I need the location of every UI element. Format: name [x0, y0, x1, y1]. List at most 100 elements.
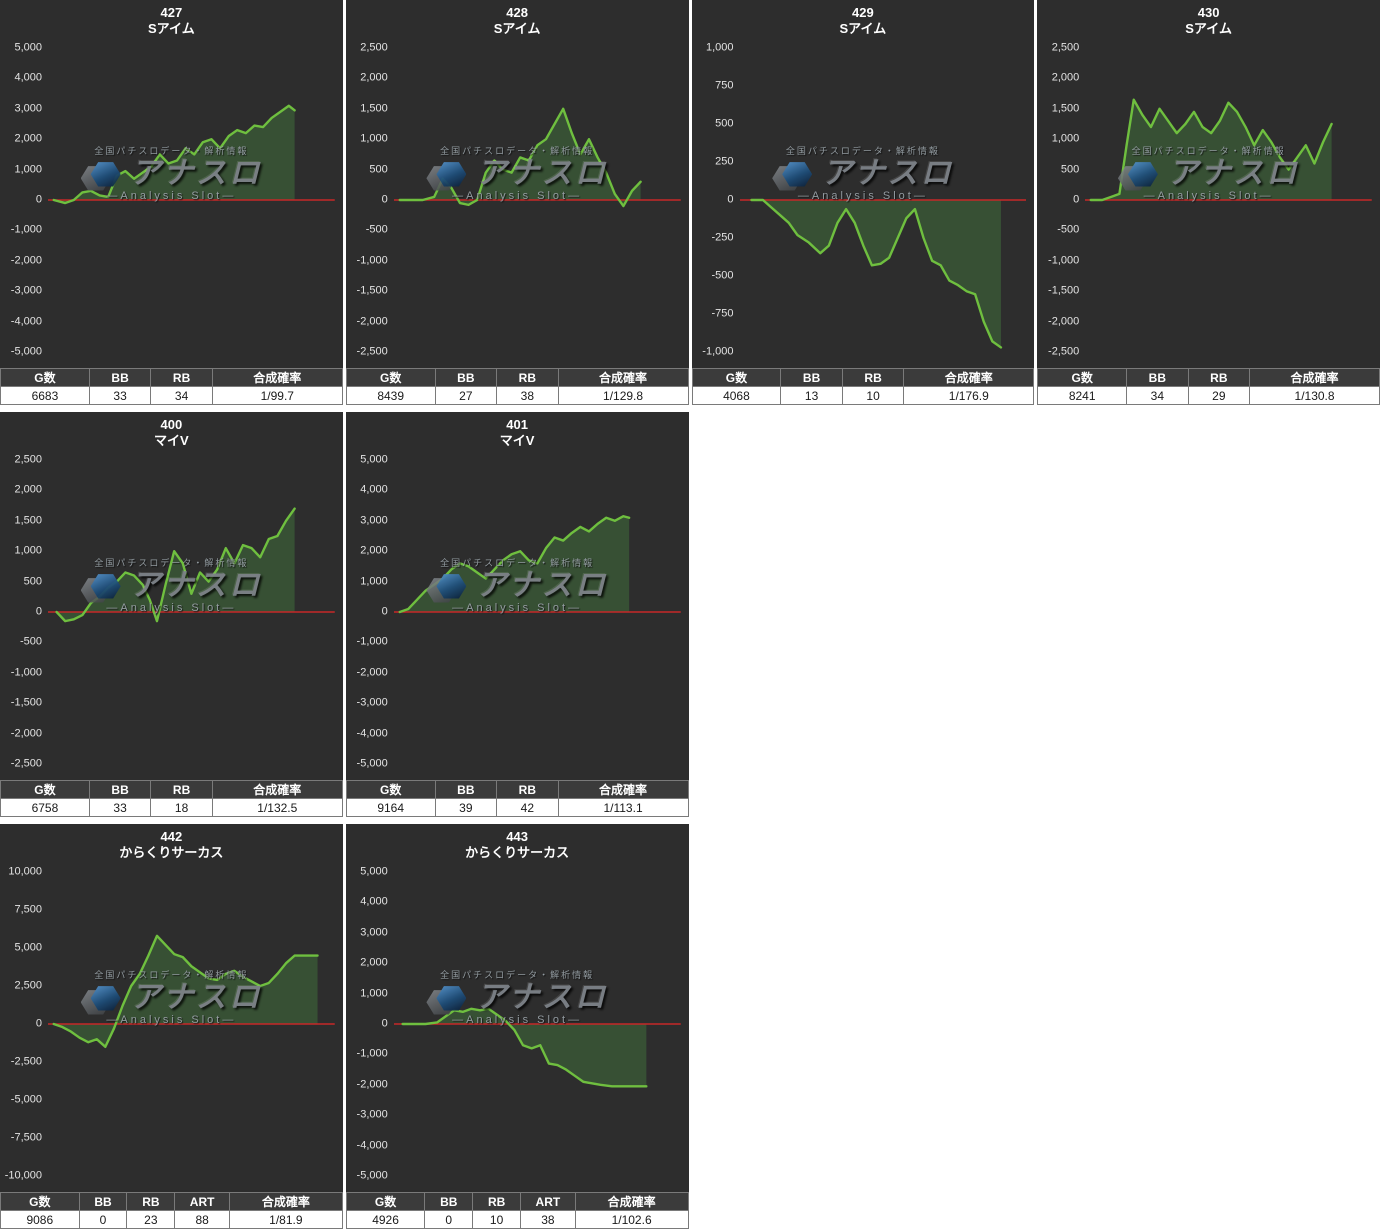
stats-header-cell: 合成確率 — [211, 780, 343, 799]
stats-header-cell: RB — [1187, 368, 1251, 387]
y-axis: 5,000 4,000 3,000 2,000 1,000 0 -1,000 -2,000 -3… — [346, 454, 394, 769]
stats-header-cell: ART — [520, 1192, 576, 1211]
y-axis-label: 5,000 — [14, 41, 42, 54]
y-axis-label: -2,000 — [10, 727, 42, 740]
machine-panel-428: 428 Sアイム 2,500 2,000 1,500 1,000 500 0 -500 -1,… — [345, 0, 689, 405]
stats-value-cell: 29 — [1187, 386, 1251, 405]
panel-header: 427 Sアイム — [0, 0, 343, 38]
y-axis-label: 2,500 — [360, 41, 388, 54]
stats-value-cell: 4926 — [345, 1210, 426, 1229]
plot-area — [48, 48, 335, 352]
y-axis-label: -1,500 — [1048, 284, 1080, 297]
stats-header-cell: BB — [424, 1192, 474, 1211]
stats-table: G数 BB RB 合成確率 9164 39 42 1/113.1 — [345, 780, 689, 817]
stats-value-row: 4926 0 10 38 1/102.6 — [345, 1210, 689, 1229]
stats-value-cell: 10 — [472, 1210, 522, 1229]
stats-value-cell: 1/113.1 — [557, 798, 689, 817]
panel-header: 400 マイV — [0, 412, 343, 450]
y-axis: 2,500 2,000 1,500 1,000 500 0 -500 -1,000 -1,500… — [1037, 42, 1085, 357]
stats-header-row: G数 BB RB 合成確率 — [345, 780, 689, 799]
machine-name: からくりサーカス — [465, 845, 570, 860]
y-axis-label: -4,000 — [356, 727, 388, 740]
y-axis-label: 500 — [23, 575, 42, 588]
machine-name: からくりサーカス — [119, 845, 224, 860]
plot-area — [48, 460, 335, 764]
plot-area — [48, 872, 335, 1176]
y-axis-label: -2,500 — [356, 345, 388, 358]
machine-panel-429: 429 Sアイム 1,000 750 500 250 0 -250 -500 -750 -1,0… — [691, 0, 1035, 405]
machine-panel-443: 443 からくりサーカス 5,000 4,000 3,000 2,000 1,000 0 -… — [345, 824, 689, 1229]
stats-header-cell: BB — [780, 368, 843, 387]
stats-value-cell: 23 — [126, 1210, 176, 1229]
stats-value-cell: 39 — [434, 798, 498, 817]
stats-value-cell: 1/81.9 — [228, 1210, 343, 1229]
stats-header-cell: G数 — [0, 780, 90, 799]
stats-value-cell: 0 — [78, 1210, 128, 1229]
stats-value-cell: 38 — [496, 386, 559, 405]
y-axis-label: 2,000 — [360, 71, 388, 84]
stats-table: G数 BB RB 合成確率 6683 33 34 1/99.7 — [0, 368, 343, 405]
stats-value-cell: 0 — [424, 1210, 474, 1229]
machine-panel-427: 427 Sアイム 5,000 4,000 3,000 2,000 1,000 0 -1,00… — [0, 0, 343, 405]
stats-value-cell: 33 — [88, 798, 152, 817]
y-axis-label: 3,000 — [360, 514, 388, 527]
y-axis-label: -3,000 — [10, 284, 42, 297]
stats-header-cell: RB — [841, 368, 905, 387]
stats-value-row: 4068 13 10 1/176.9 — [691, 386, 1035, 405]
y-axis-label: -2,500 — [10, 1055, 42, 1068]
y-axis-label: 500 — [369, 163, 388, 176]
stats-header-cell: G数 — [0, 1192, 80, 1211]
y-axis-label: -1,000 — [10, 666, 42, 679]
stats-header-cell: BB — [1126, 368, 1189, 387]
stats-value-cell: 8439 — [345, 386, 436, 405]
profit-area-fill — [750, 200, 1001, 348]
stats-header-cell: 合成確率 — [574, 1192, 689, 1211]
stats-header-cell: BB — [434, 368, 498, 387]
chart-area: 10,000 7,500 5,000 2,500 0 -2,500 -5,000 -7,500… — [0, 862, 343, 1192]
y-axis-label: -5,000 — [10, 1093, 42, 1106]
y-axis-label: -1,000 — [356, 635, 388, 648]
machine-panel-430: 430 Sアイム 2,500 2,000 1,500 1,000 500 0 -500 -1,… — [1037, 0, 1380, 405]
y-axis-label: 0 — [35, 605, 42, 618]
machine-panel-400: 400 マイV 2,500 2,000 1,500 1,000 500 0 -500 -1,0… — [0, 412, 343, 817]
y-axis-label: -2,000 — [10, 254, 42, 267]
stats-header-cell: 合成確率 — [557, 780, 689, 799]
y-axis-label: 7,500 — [14, 903, 42, 916]
y-axis-label: 5,000 — [14, 941, 42, 954]
coin-diff-line-chart — [48, 460, 335, 764]
y-axis-label: 2,000 — [14, 132, 42, 145]
y-axis-label: -1,000 — [1048, 254, 1080, 267]
coin-diff-line — [54, 106, 295, 203]
stats-value-cell: 1/102.6 — [574, 1210, 689, 1229]
stats-value-cell: 6683 — [0, 386, 90, 405]
stats-header-cell: RB — [126, 1192, 176, 1211]
y-axis-label: 4,000 — [14, 71, 42, 84]
machine-panel-401: 401 マイV 5,000 4,000 3,000 2,000 1,000 0 -1,000… — [345, 412, 689, 817]
y-axis-label: 2,500 — [14, 453, 42, 466]
y-axis-label: 750 — [715, 79, 734, 92]
stats-value-cell: 18 — [150, 798, 213, 817]
machine-name: Sアイム — [147, 21, 195, 36]
panel-header: 429 Sアイム — [692, 0, 1035, 38]
y-axis-label: -1,000 — [356, 1047, 388, 1060]
stats-value-cell: 8241 — [1037, 386, 1128, 405]
machine-name: マイV — [499, 433, 535, 448]
y-axis-label: -5,000 — [356, 1169, 388, 1182]
y-axis-label: 1,000 — [360, 987, 388, 1000]
stats-header-cell: ART — [174, 1192, 230, 1211]
y-axis-label: 0 — [727, 193, 734, 206]
stats-value-row: 6758 33 18 1/132.5 — [0, 798, 343, 817]
stats-header-cell: 合成確率 — [903, 368, 1035, 387]
y-axis: 2,500 2,000 1,500 1,000 500 0 -500 -1,000 -1,500… — [346, 42, 394, 357]
profit-area-fill — [53, 105, 295, 204]
stats-value-row: 6683 33 34 1/99.7 — [0, 386, 343, 405]
profit-area-fill — [53, 935, 318, 1047]
stats-header-cell: G数 — [345, 780, 436, 799]
stats-header-cell: G数 — [691, 368, 782, 387]
y-axis-label: 1,500 — [360, 102, 388, 115]
stats-header-cell: 合成確率 — [557, 368, 689, 387]
machine-name: Sアイム — [1185, 21, 1232, 36]
y-axis-label: 0 — [35, 1017, 42, 1030]
panel-header: 401 マイV — [346, 412, 689, 450]
